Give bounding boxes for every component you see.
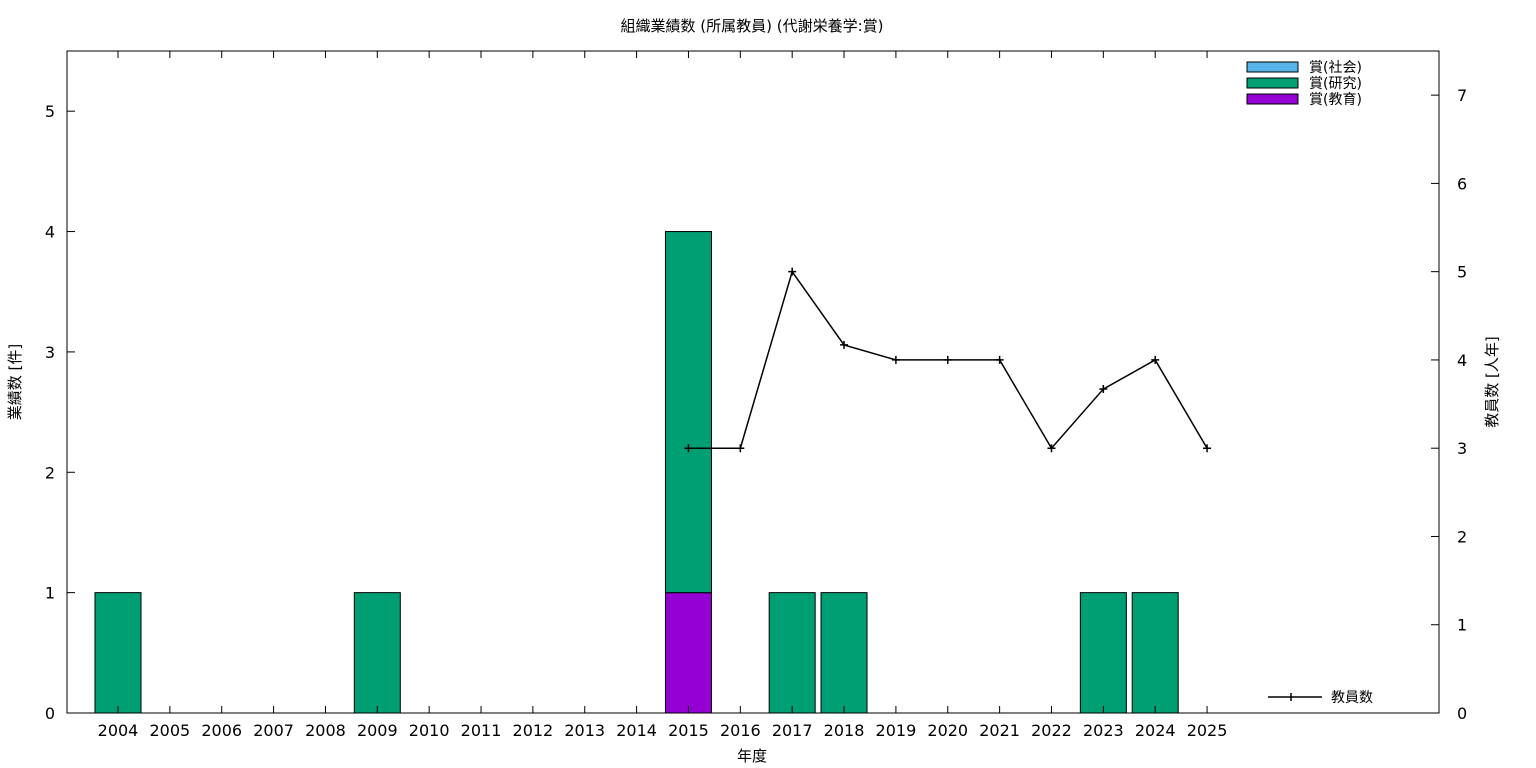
line-point <box>840 340 849 349</box>
bar <box>664 231 712 594</box>
y2-tick-label: 3 <box>1457 439 1467 458</box>
x-tick-label: 2007 <box>253 721 294 740</box>
bar <box>664 592 712 714</box>
x-axis-label: 年度 <box>737 747 767 765</box>
legend-label: 賞(研究) <box>1309 76 1362 92</box>
y2-tick-label: 4 <box>1457 351 1467 370</box>
y-tick-label: 3 <box>45 343 55 362</box>
y2-axis-label: 教員数 [人年] <box>1483 336 1501 427</box>
line-point <box>891 355 900 364</box>
legend-swatch <box>1246 61 1299 73</box>
x-tick-label: 2014 <box>616 721 657 740</box>
line-point <box>943 355 952 364</box>
x-tick-label: 2024 <box>1135 721 1176 740</box>
x-tick-label: 2013 <box>564 721 605 740</box>
x-tick-label: 2012 <box>513 721 554 740</box>
y-tick-label: 1 <box>45 584 55 603</box>
legend: 賞(社会)賞(研究)賞(教育) 教員数 <box>1246 60 1373 706</box>
x-tick-label: 2010 <box>409 721 450 740</box>
x-tick-label: 2017 <box>772 721 813 740</box>
x-tick-label: 2005 <box>150 721 191 740</box>
x-tick-label: 2020 <box>927 721 968 740</box>
y2-tick-label: 0 <box>1457 704 1467 723</box>
x-tick-label: 2023 <box>1083 721 1124 740</box>
ticks-layer: 0 1 2 3 4 5 0 1 2 3 4 5 6 7 2004 2005 2006 2007 2008 2009 20… <box>45 51 1467 740</box>
plot-frame <box>66 50 1440 714</box>
y2-tick-label: 7 <box>1457 86 1467 105</box>
x-tick-label: 2025 <box>1187 721 1228 740</box>
x-tick-label: 2021 <box>979 721 1020 740</box>
x-tick-label: 2018 <box>824 721 865 740</box>
y-tick-label: 0 <box>45 704 55 723</box>
bar <box>1079 592 1127 714</box>
bars-layer <box>94 231 1179 714</box>
legend-label: 賞(社会) <box>1309 60 1362 76</box>
legend-swatch <box>1246 77 1299 89</box>
line-point <box>1203 444 1212 453</box>
line-layer <box>684 267 1212 453</box>
x-tick-label: 2022 <box>1031 721 1072 740</box>
line-point <box>684 444 693 453</box>
y-axis-label: 業績数 [件] <box>6 344 24 420</box>
y2-tick-label: 5 <box>1457 263 1467 282</box>
line-point <box>1047 444 1056 453</box>
y-tick-label: 2 <box>45 463 55 482</box>
legend-label: 賞(教育) <box>1309 92 1362 108</box>
y2-tick-label: 2 <box>1457 527 1467 546</box>
legend-label-line: 教員数 <box>1331 690 1373 706</box>
bar <box>768 592 816 714</box>
bar <box>820 592 868 714</box>
x-tick-label: 2006 <box>201 721 242 740</box>
line-point <box>1151 355 1160 364</box>
line-point <box>995 355 1004 364</box>
line-point <box>788 267 797 276</box>
x-tick-label: 2008 <box>305 721 346 740</box>
x-tick-label: 2004 <box>98 721 139 740</box>
x-tick-label: 2009 <box>357 721 398 740</box>
x-tick-label: 2019 <box>876 721 917 740</box>
bar <box>1131 592 1179 714</box>
chart-title: 組織業績数 (所属教員) (代謝栄養学:賞) <box>621 17 884 35</box>
line-point <box>1099 385 1108 394</box>
x-tick-label: 2015 <box>668 721 709 740</box>
x-tick-label: 2011 <box>461 721 502 740</box>
bar <box>94 592 142 714</box>
y2-tick-label: 1 <box>1457 616 1467 635</box>
bar <box>353 592 401 714</box>
y-tick-label: 4 <box>45 223 55 242</box>
legend-swatch <box>1246 93 1299 105</box>
x-tick-label: 2016 <box>720 721 761 740</box>
y2-tick-label: 6 <box>1457 174 1467 193</box>
y-tick-label: 5 <box>45 102 55 121</box>
line-point <box>736 444 745 453</box>
